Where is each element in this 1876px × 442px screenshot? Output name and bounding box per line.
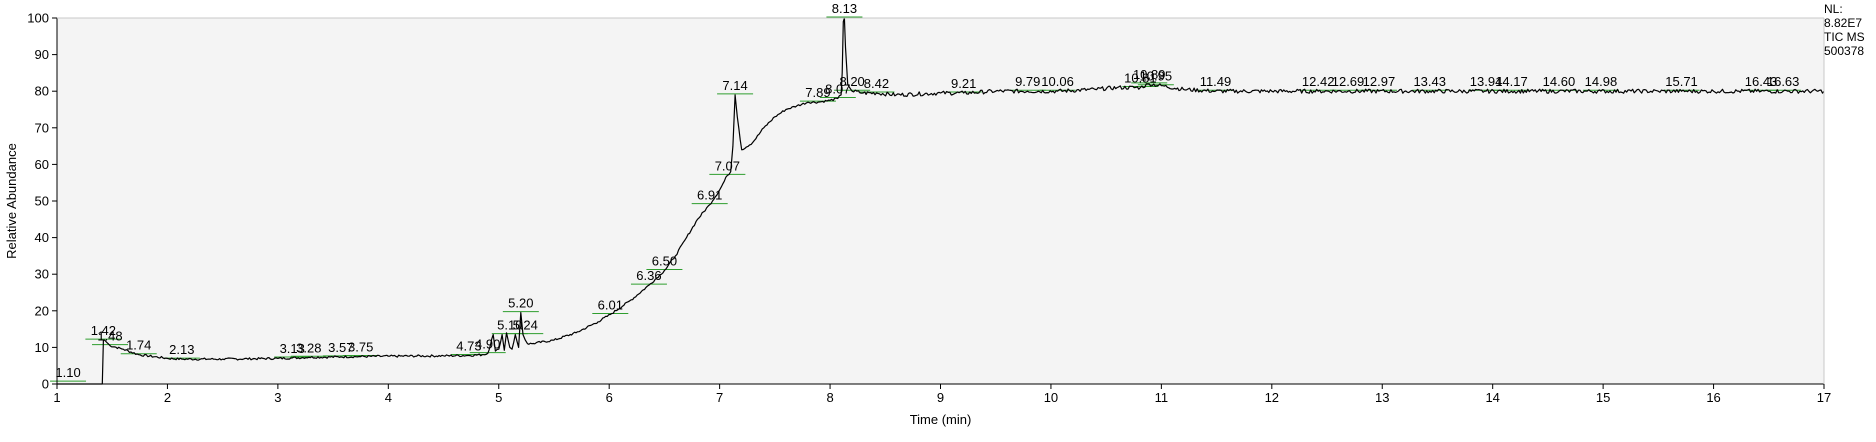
- x-tick-label: 13: [1375, 390, 1389, 405]
- x-tick-label: 9: [937, 390, 944, 405]
- peak-label: 6.91: [697, 188, 722, 203]
- peak-label: 14.17: [1495, 74, 1528, 89]
- trace-type: TIC MS: [1824, 30, 1865, 44]
- x-tick-label: 7: [716, 390, 723, 405]
- x-tick-label: 3: [274, 390, 281, 405]
- peak-labels: 1.10 1.421.48 1.74 2.13 3.133.28 3.573.75 4.73…: [55, 1, 1799, 380]
- plot-area: [57, 18, 1824, 384]
- x-tick-label: 1: [53, 390, 60, 405]
- x-tick-label: 10: [1044, 390, 1058, 405]
- x-tick-label: 15: [1596, 390, 1610, 405]
- peak-label: 7.07: [715, 158, 740, 173]
- x-tick-label: 16: [1706, 390, 1720, 405]
- peak-label: 8.42: [864, 76, 889, 91]
- peak-label: 13.94: [1470, 74, 1503, 89]
- nl-value: 8.82E7: [1824, 16, 1863, 30]
- y-tick-label: 80: [35, 84, 49, 99]
- y-tick-label: 10: [35, 340, 49, 355]
- peak-label: 1.42: [91, 323, 116, 338]
- peak-label: 10.89: [1133, 67, 1166, 82]
- sample-id: 500378: [1824, 44, 1865, 58]
- peak-label: 10.81: [1124, 71, 1157, 86]
- peak-label: 6.50: [652, 254, 677, 269]
- x-tick-label: 11: [1155, 390, 1169, 405]
- peak-label: 15.71: [1665, 74, 1698, 89]
- tic-trace-line: [57, 17, 1825, 385]
- peak-label: 2.13: [169, 342, 194, 357]
- nl-label: NL:: [1824, 2, 1843, 16]
- peak-label: 14.60: [1543, 74, 1576, 89]
- peak-label: 1.74: [126, 338, 151, 353]
- y-tick-label: 90: [35, 47, 49, 62]
- peak-label: 16.43: [1745, 74, 1778, 89]
- peak-label: 3.13: [280, 341, 305, 356]
- x-tick-label: 4: [385, 390, 392, 405]
- y-axis-title: Relative Abundance: [4, 143, 19, 259]
- peak-label: 10.95: [1140, 69, 1173, 84]
- peak-label: 12.69: [1332, 74, 1365, 89]
- peak-label: 4.90: [475, 337, 500, 352]
- y-tick-label: 40: [35, 230, 49, 245]
- y-tick-label: 30: [35, 267, 49, 282]
- x-tick-label: 5: [495, 390, 502, 405]
- peak-label: 6.36: [636, 268, 661, 283]
- peak-label: 9.79: [1015, 74, 1040, 89]
- peak-label: 3.28: [296, 340, 321, 355]
- y-tick-label: 0: [42, 377, 49, 392]
- peak-label: 14.98: [1585, 74, 1618, 89]
- y-tick-label: 60: [35, 157, 49, 172]
- x-tick-label: 2: [164, 390, 171, 405]
- peak-label: 6.01: [598, 297, 623, 312]
- peak-label: 5.24: [513, 318, 538, 333]
- peak-label: 16.63: [1767, 74, 1800, 89]
- x-tick-label: 8: [826, 390, 833, 405]
- x-tick-label: 6: [606, 390, 613, 405]
- x-tick-label: 12: [1265, 390, 1279, 405]
- peak-label: 5.20: [508, 296, 533, 311]
- peak-label: 8.13: [832, 1, 857, 16]
- peak-label: 12.42: [1302, 74, 1335, 89]
- peak-label: 4.73: [456, 338, 481, 353]
- y-tick-label: 50: [35, 194, 49, 209]
- y-tick-label: 100: [27, 11, 49, 26]
- peak-label: 7.14: [722, 78, 747, 93]
- peak-label: 8.07: [825, 82, 850, 97]
- peak-label: 3.57: [328, 340, 353, 355]
- y-tick-label: 70: [35, 120, 49, 135]
- peak-label: 11.49: [1200, 74, 1232, 89]
- peak-label: 7.89: [805, 85, 830, 100]
- peak-label: 9.21: [951, 76, 976, 91]
- peak-label: 8.20: [839, 74, 864, 89]
- peak-label: 12.97: [1363, 74, 1396, 89]
- y-tick-label: 20: [35, 303, 49, 318]
- peak-label: 1.10: [55, 365, 80, 380]
- peak-label: 5.10: [497, 318, 522, 333]
- peak-label: 1.48: [97, 329, 122, 344]
- peak-label: 3.75: [348, 340, 373, 355]
- x-axis-title: Time (min): [910, 412, 972, 427]
- x-tick-label: 14: [1485, 390, 1499, 405]
- peak-label: 13.43: [1413, 74, 1446, 89]
- x-tick-label: 17: [1817, 390, 1831, 405]
- axes: 1 2 3 4 5 6 7 8 9 10 11 12 13 14 15 16 17010203040506070…: [27, 11, 1831, 406]
- scan-info-box: NL: 8.82E7 TIC MS 500378: [1824, 2, 1865, 58]
- peak-label: 10.06: [1041, 74, 1074, 89]
